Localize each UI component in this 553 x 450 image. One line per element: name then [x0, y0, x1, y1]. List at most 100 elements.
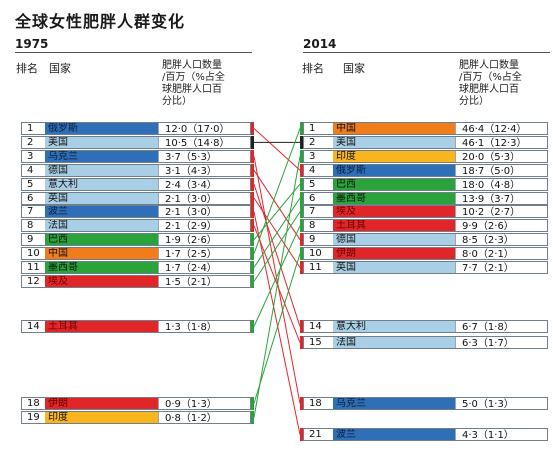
table-row: 俄罗斯 18·7（5·0） 4: [303, 163, 548, 177]
rank-cell: 18: [309, 398, 322, 409]
value-cell: 3·7（5·3）: [158, 149, 251, 163]
country-cell: 埃及: [45, 274, 158, 288]
country-cell: 土耳其: [45, 320, 158, 333]
right-country-header: 国家: [343, 62, 365, 75]
rank-cell: 14: [27, 321, 40, 332]
value-cell: 5·0（1·3）: [455, 397, 548, 410]
value-cell: 6·3（1·7）: [455, 336, 548, 349]
left-country-header: 国家: [49, 62, 71, 75]
rank-change-marker: [251, 205, 254, 219]
value-cell: 6·7（1·8）: [455, 320, 548, 333]
value-cell: 1·3（1·8）: [158, 320, 251, 333]
rank-change-marker: [300, 177, 303, 191]
rank-cell: 11: [309, 262, 322, 273]
table-row: 埃及 10·2（2·7） 7: [303, 205, 548, 219]
value-cell: 1·9（2·6）: [158, 233, 251, 247]
table-row: 德国 8·5（2·3） 9: [303, 233, 548, 247]
table-row: 美国 46·1（12·3） 2: [303, 135, 548, 149]
rank-change-marker: [251, 191, 254, 205]
right-header-rule: [303, 52, 550, 53]
country-cell: 巴西: [45, 233, 158, 247]
rank-cell: 7: [309, 206, 316, 218]
table-row: 波兰 2·1（3·0） 7: [21, 205, 251, 219]
rank-change-marker: [251, 122, 254, 135]
rank-change-marker: [251, 274, 254, 288]
table-row: 伊朗 8·0（2·1） 10: [303, 247, 548, 261]
country-cell: 美国: [45, 135, 158, 149]
rank-change-marker: [300, 428, 303, 441]
country-cell: 美国: [333, 135, 455, 149]
table-row: 德国 3·1（4·3） 4: [21, 163, 251, 177]
rank-change-marker: [300, 122, 303, 135]
rank-change-marker: [251, 149, 254, 163]
table-row: 英国 2·1（3·0） 6: [21, 191, 251, 205]
value-cell: 2·1（3·0）: [158, 205, 251, 219]
country-cell: 波兰: [45, 205, 158, 219]
right-value-header: 肥胖人口数量 /百万（%占全 球肥胖人口百 分比）: [459, 60, 522, 107]
rank-cell: 3: [27, 150, 34, 162]
table-row: 乌克兰 5·0（1·3） 18: [303, 397, 548, 410]
rank-change-marker: [251, 177, 254, 191]
rank-change-marker: [251, 411, 254, 424]
rank-change-line: [253, 225, 301, 327]
rank-cell: 5: [309, 178, 316, 190]
table-row: 俄罗斯 12·0（17·0） 1: [21, 122, 251, 135]
rank-change-marker: [251, 320, 254, 333]
rank-change-marker: [300, 163, 303, 177]
rank-change-marker: [300, 261, 303, 274]
value-cell: 3·1（4·3）: [158, 163, 251, 177]
value-cell: 10·5（14·8）: [158, 135, 251, 149]
country-cell: 伊朗: [45, 397, 158, 410]
rank-change-marker: [251, 397, 254, 410]
rank-change-marker: [300, 205, 303, 219]
table-row: 土耳其 9·9（2·6） 8: [303, 219, 548, 233]
rank-change-marker: [251, 163, 254, 177]
rank-cell: 5: [27, 178, 34, 190]
rank-change-marker: [300, 135, 303, 149]
country-cell: 法国: [45, 219, 158, 233]
rank-cell: 8: [309, 220, 316, 232]
rank-cell: 21: [309, 429, 322, 440]
country-cell: 巴西: [333, 177, 455, 191]
country-cell: 德国: [333, 233, 455, 247]
table-row: 意大利 6·7（1·8） 14: [303, 320, 548, 333]
rank-cell: 1: [309, 123, 316, 134]
value-cell: 4·3（1·1）: [455, 428, 548, 441]
value-cell: 8·5（2·3）: [455, 233, 548, 247]
table-row: 波兰 4·3（1·1） 21: [303, 428, 548, 441]
rank-change-marker: [300, 336, 303, 349]
value-cell: 10·2（2·7）: [455, 205, 548, 219]
value-cell: 0·8（1·2）: [158, 411, 251, 424]
value-cell: 2·4（3·4）: [158, 177, 251, 191]
country-cell: 俄罗斯: [45, 122, 158, 135]
value-cell: 1·7（2·4）: [158, 261, 251, 274]
country-cell: 意大利: [45, 177, 158, 191]
rank-change-marker: [300, 149, 303, 163]
rank-change-marker: [251, 219, 254, 233]
rank-change-line: [253, 197, 301, 268]
table-row: 乌克兰 3·7（5·3） 3: [21, 149, 251, 163]
value-cell: 13·9（3·7）: [455, 191, 548, 205]
rank-cell: 4: [27, 164, 34, 176]
rank-change-marker: [300, 191, 303, 205]
rank-cell: 6: [27, 192, 34, 204]
rank-change-line: [253, 156, 301, 404]
rank-change-line: [253, 211, 301, 282]
rank-change-marker: [251, 135, 254, 149]
rank-change-marker: [300, 247, 303, 261]
value-cell: 8·0（2·1）: [455, 247, 548, 261]
country-cell: 伊朗: [333, 247, 455, 261]
rank-change-marker: [251, 261, 254, 274]
country-cell: 土耳其: [333, 219, 455, 233]
left-header-rule: [15, 52, 252, 53]
rank-cell: 15: [309, 337, 322, 348]
rank-change-line: [253, 169, 301, 240]
value-cell: 46·1（12·3）: [455, 135, 548, 149]
country-cell: 墨西哥: [45, 261, 158, 274]
rank-cell: 14: [309, 321, 322, 332]
table-row: 墨西哥 13·9（3·7） 6: [303, 191, 548, 205]
country-cell: 乌克兰: [45, 149, 158, 163]
table-row: 印度 0·8（1·2） 19: [21, 411, 251, 424]
